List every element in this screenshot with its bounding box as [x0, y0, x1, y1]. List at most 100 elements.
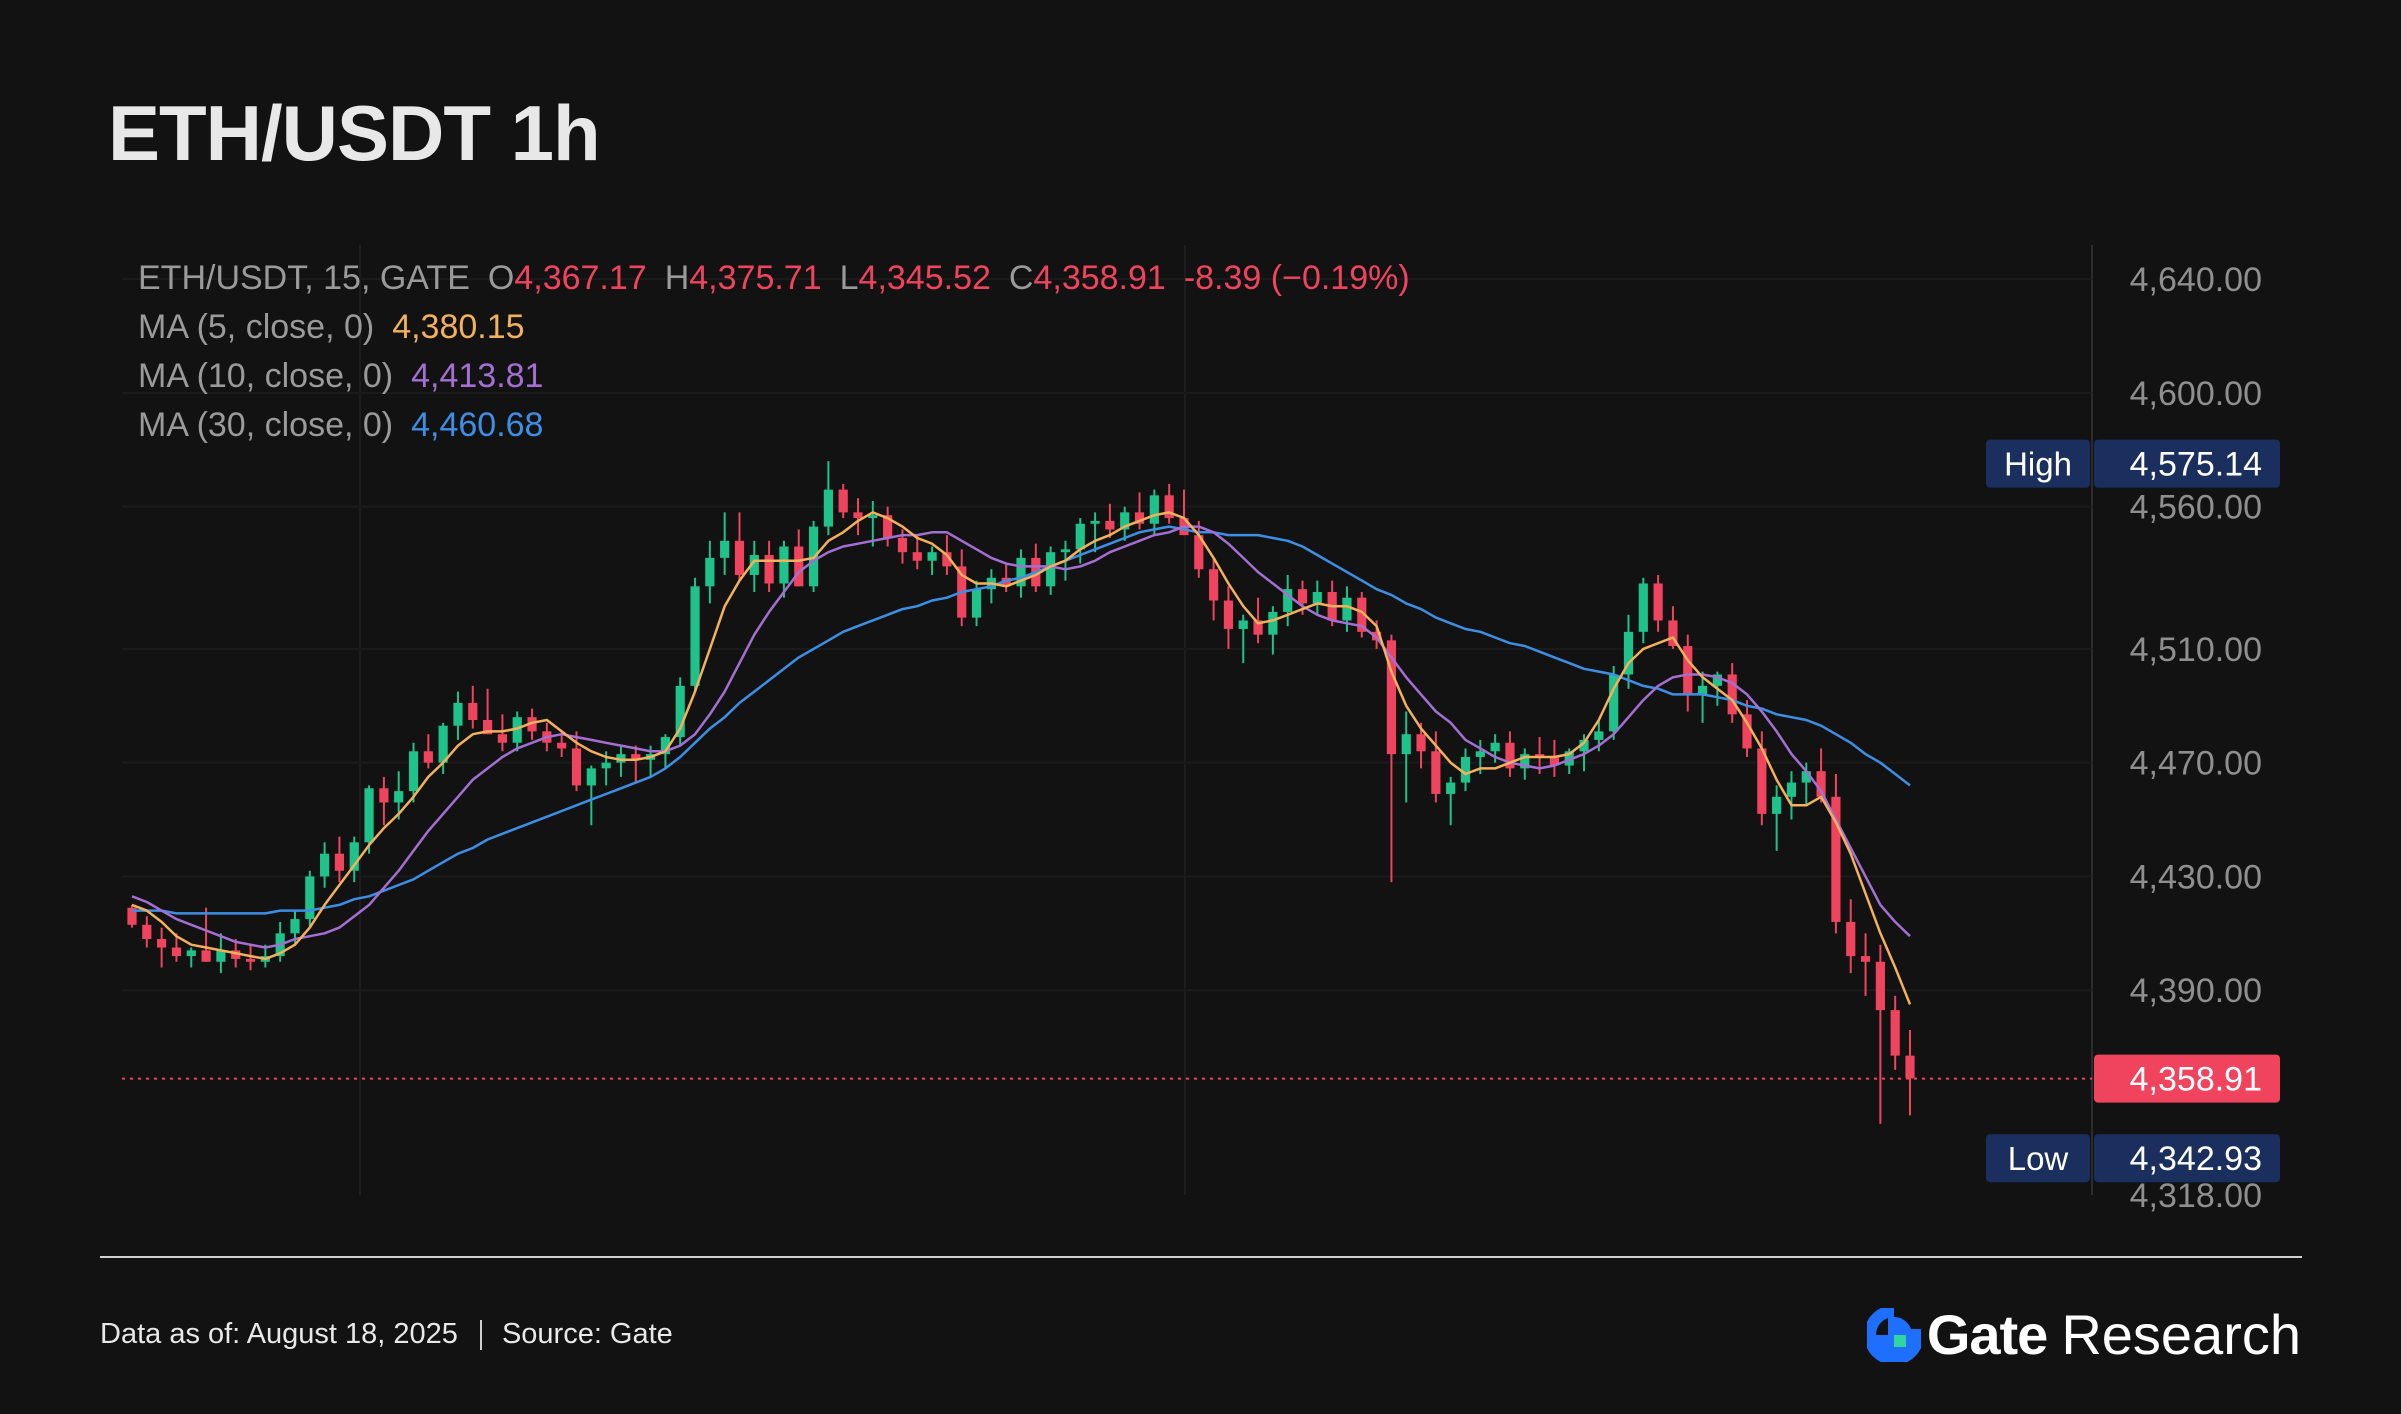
candle-body [320, 853, 330, 877]
candle-body [1564, 751, 1574, 766]
candle-body [216, 950, 226, 962]
ma30-label: MA (30, close, 0) [138, 406, 394, 444]
candle-body [1905, 1055, 1915, 1079]
high-label: High [2004, 446, 2072, 483]
footer-divider [100, 1256, 2302, 1258]
candle-body [942, 552, 952, 567]
candle-body [1416, 734, 1426, 752]
ma5-label: MA (5, close, 0) [138, 308, 375, 346]
candle-body [1386, 640, 1397, 755]
candle-body [1742, 714, 1752, 749]
candle-body [1268, 611, 1278, 635]
candle-body [1164, 495, 1174, 519]
high-value-tag [2094, 439, 2280, 488]
candle-body [1772, 796, 1782, 814]
candle-body [1475, 751, 1485, 757]
page-title: ETH/USDT 1h [108, 89, 601, 177]
candle-body [334, 853, 345, 871]
low-value-tag [2094, 1134, 2280, 1183]
high-value: 4,375.71 [689, 259, 822, 297]
candle-body [1431, 751, 1441, 794]
ma30-line [132, 525, 1911, 915]
candle-body [364, 788, 374, 843]
low-label-tag [1986, 1134, 2090, 1183]
candle-body [764, 555, 774, 584]
candle-body [483, 720, 493, 735]
symbol-label: ETH/USDT, 15, GATE [138, 259, 470, 297]
candle-body [749, 555, 759, 575]
candle-body [1223, 600, 1234, 629]
candle-body [631, 754, 641, 760]
candle-body [186, 950, 196, 957]
candle-body [1490, 742, 1500, 752]
brand-logo: Gate Research [1866, 1302, 2301, 1367]
brand-name: Gate [1926, 1303, 2048, 1366]
y-tick-label: 4,470.00 [2130, 745, 2262, 783]
ohlc-row: ETH/USDT, 15, GATE O4,367.17 H4,375.71 L4,3… [138, 254, 1410, 303]
candle-body [616, 754, 626, 763]
candle-body [1060, 549, 1071, 553]
last-price-value-tag [2094, 1054, 2280, 1103]
candle-body [838, 489, 848, 513]
candle-body [171, 947, 182, 957]
ma5-line [131, 511, 1912, 1005]
y-tick-label: 4,390.00 [2130, 972, 2262, 1010]
y-tick-label: 4,510.00 [2130, 631, 2262, 669]
low-label: L [839, 259, 859, 297]
candle-body [497, 734, 508, 743]
high-label-tag [1986, 439, 2090, 488]
candle-body [1209, 569, 1219, 601]
candle-body [379, 788, 389, 803]
candle-body [408, 751, 419, 792]
candle-body [571, 748, 582, 786]
ma30-value: 4,460.68 [411, 406, 544, 444]
candle-body [1816, 771, 1826, 797]
candle-body [1668, 620, 1678, 647]
low-value: 4,345.52 [858, 259, 991, 297]
close-label: C [1008, 259, 1034, 297]
candle-body [245, 958, 256, 962]
candle-body [1549, 756, 1559, 766]
candle-body [557, 742, 567, 749]
candle-body [1297, 589, 1308, 604]
candle-body [201, 950, 211, 962]
candle-body [1727, 674, 1737, 715]
candle-body [823, 489, 833, 527]
y-tick-label: 4,430.00 [2130, 858, 2262, 896]
footer-separator [479, 1320, 482, 1351]
candle-body [438, 725, 448, 763]
candle-body [142, 924, 152, 940]
candle-body [1505, 742, 1515, 769]
candle-body [527, 717, 537, 732]
chart-legend: ETH/USDT, 15, GATE O4,367.17 H4,375.71 L4,3… [138, 254, 1410, 450]
candle-body [601, 762, 611, 769]
candle-body [1283, 589, 1293, 612]
footer-info: Data as of: August 18, 2025 Source: Gate [100, 1318, 673, 1351]
candle-body [1594, 731, 1604, 740]
y-tick-label: 4,640.00 [2130, 261, 2262, 299]
candle-body [1342, 597, 1352, 621]
candle-body [1579, 739, 1589, 752]
candle-body [290, 919, 300, 934]
candle-body [1697, 685, 1708, 695]
ma10-row: MA (10, close, 0) 4,413.81 [138, 352, 1410, 401]
candle-body [912, 552, 922, 561]
ma5-value: 4,380.15 [392, 308, 525, 346]
ma10-value: 4,413.81 [411, 357, 544, 395]
candle-body [1860, 956, 1871, 962]
y-tick-label: 4,318.00 [2130, 1177, 2262, 1215]
candle-body [779, 546, 789, 584]
candle-body [349, 842, 359, 871]
source-text: Source: Gate [501, 1318, 673, 1350]
candle-body [1460, 756, 1471, 783]
candle-body [394, 791, 404, 803]
open-value: 4,367.17 [514, 259, 647, 297]
low-label: Low [2008, 1140, 2069, 1177]
candle-body [1638, 583, 1648, 632]
candle-body [468, 702, 478, 720]
candle-body [1105, 520, 1115, 530]
low-value: 4,342.93 [2130, 1140, 2262, 1178]
candle-body [1831, 796, 1841, 922]
ma10-label: MA (10, close, 0) [138, 357, 394, 395]
candle-body [1875, 961, 1885, 1011]
